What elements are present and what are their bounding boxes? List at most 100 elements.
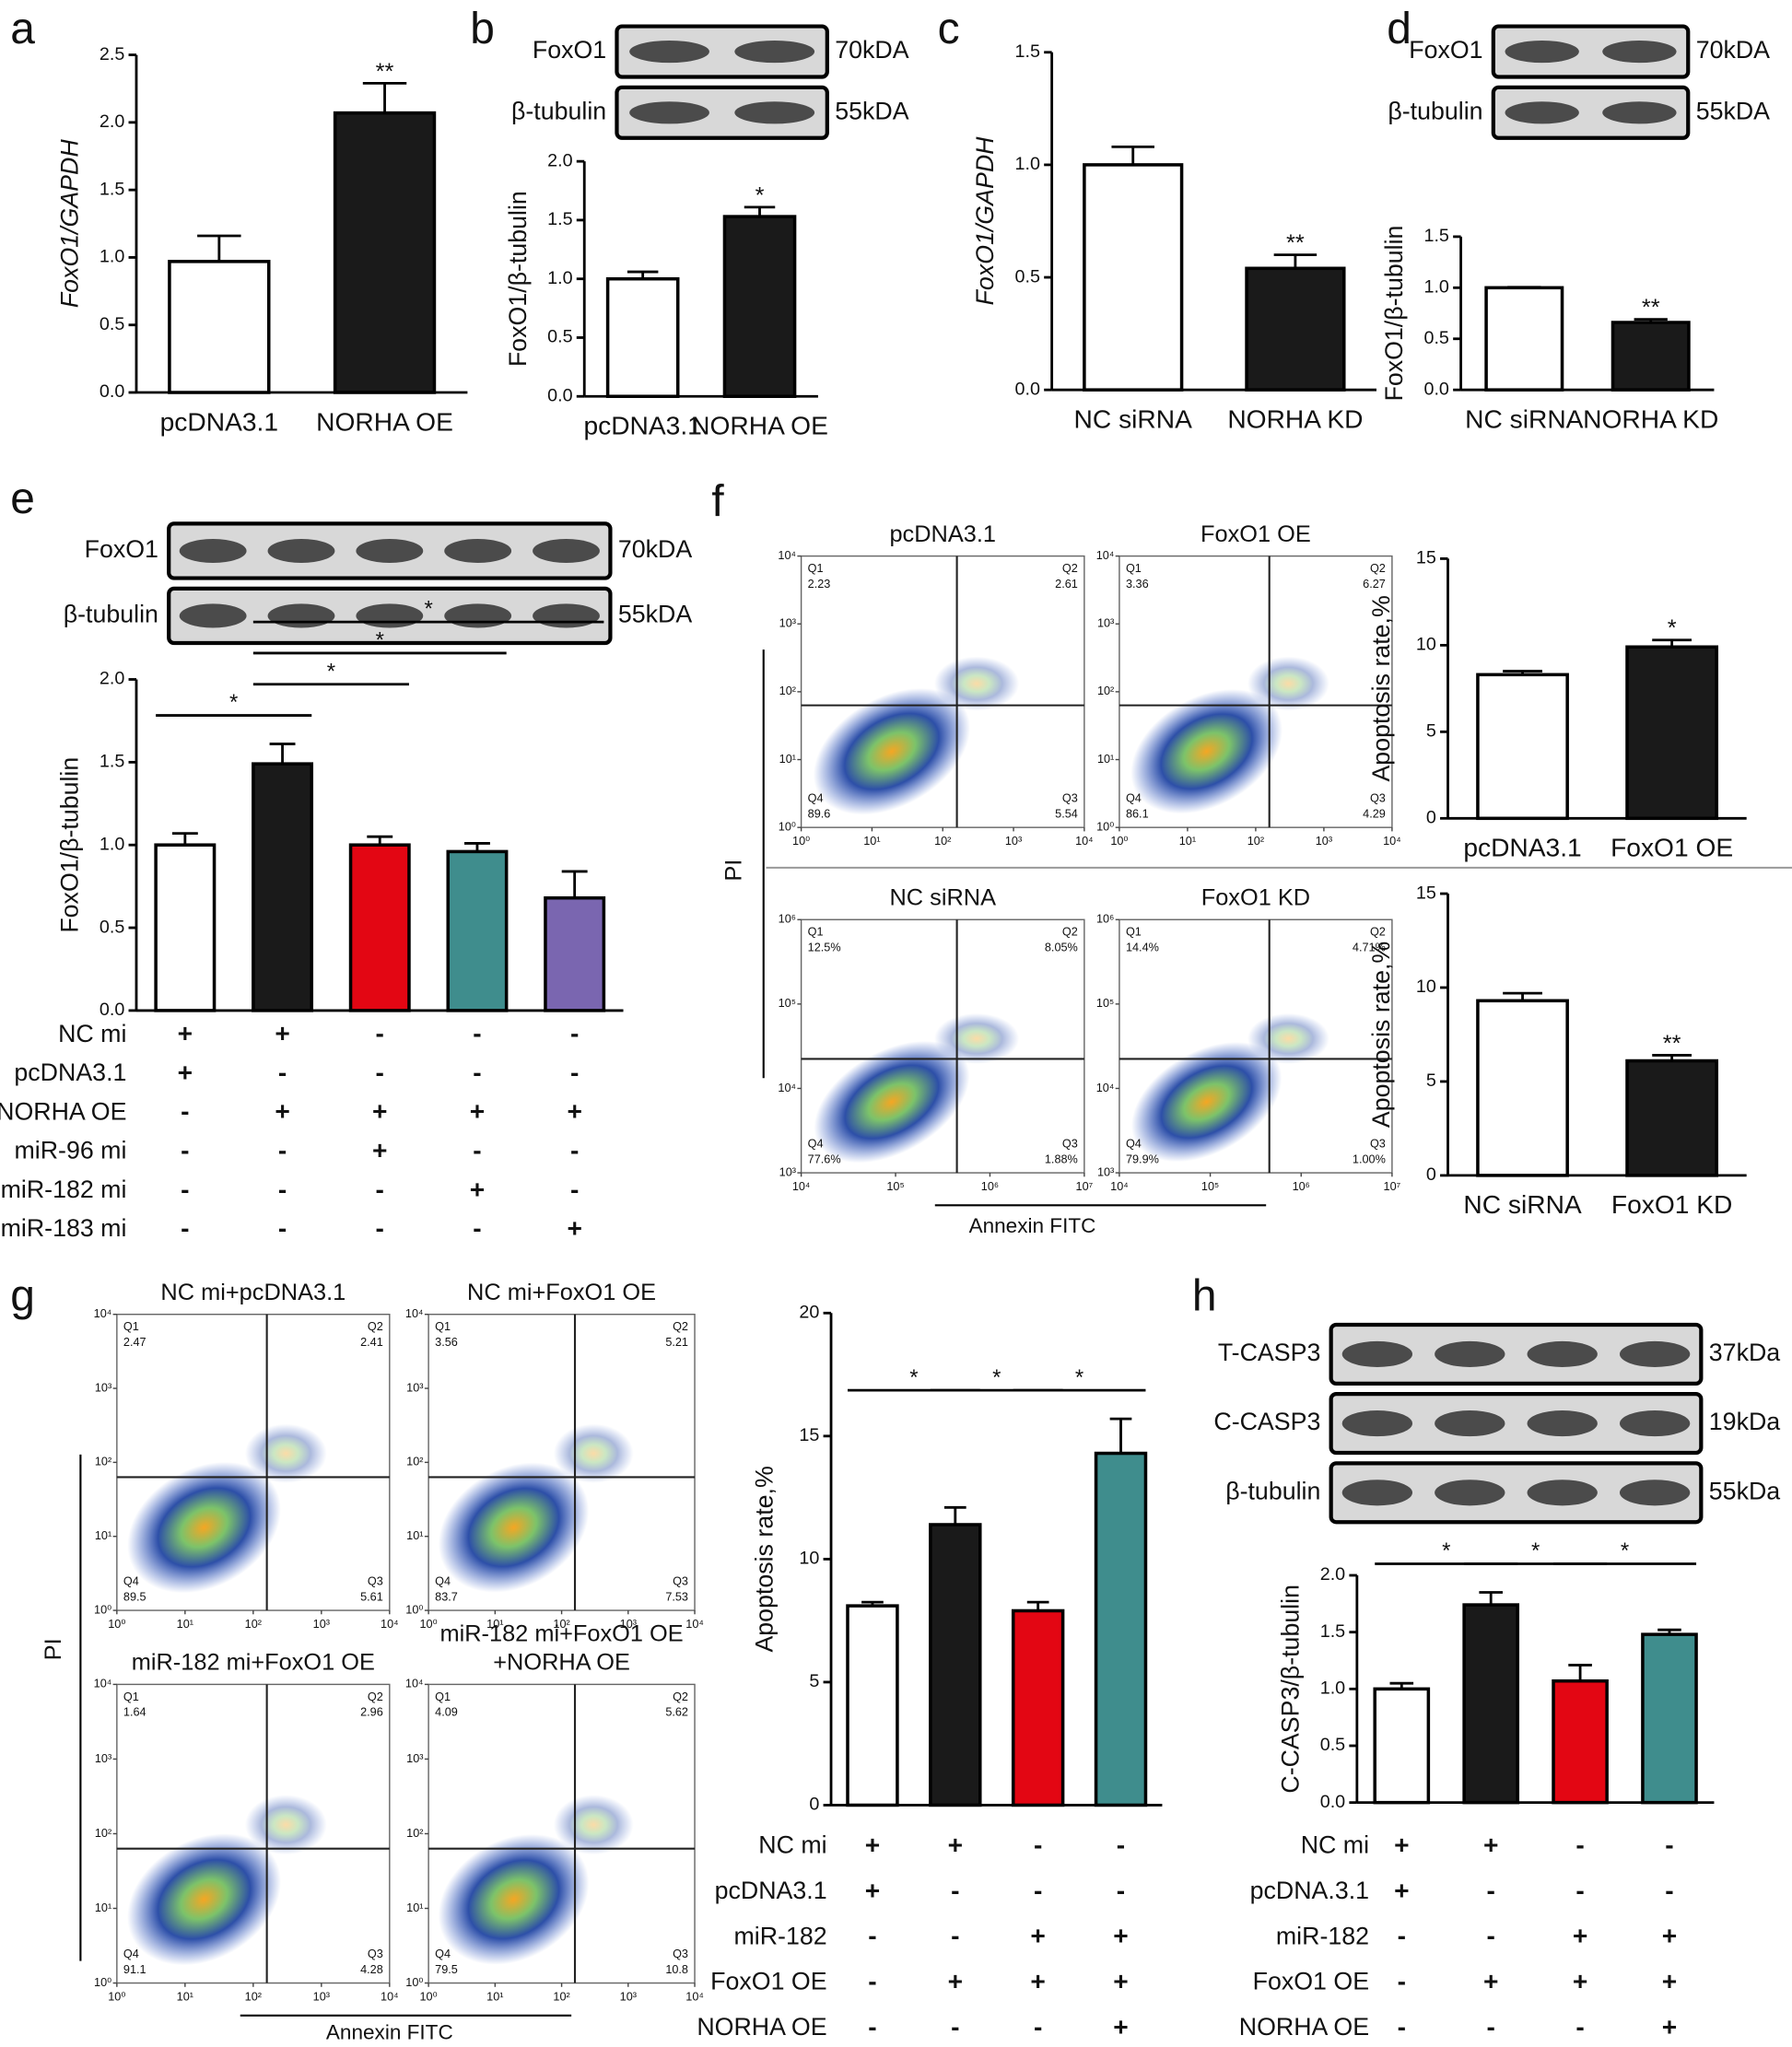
condition-mark: + xyxy=(372,1096,387,1126)
quadrant-value: 3.56 xyxy=(435,1336,458,1349)
condition-mark: - xyxy=(1486,2011,1494,2041)
panel-letter: f xyxy=(711,477,724,526)
blot-label: T-CASP3 xyxy=(1218,1339,1321,1366)
blot-band xyxy=(533,538,600,563)
bracket-label: * xyxy=(1531,1538,1540,1563)
blot-frame xyxy=(1491,85,1691,140)
x-tick-label: 10⁶ xyxy=(1293,1180,1310,1193)
condition-label: NORHA OE xyxy=(697,2013,826,2041)
condition-mark: - xyxy=(951,1875,959,1904)
blot-band xyxy=(1341,1410,1413,1437)
x-tick-label: 10⁴ xyxy=(685,1618,704,1631)
quadrant-name: Q4 xyxy=(808,792,824,805)
quadrant-name: Q1 xyxy=(1126,926,1142,939)
blot-frame xyxy=(615,24,829,79)
blot-label: FoxO1 xyxy=(533,36,606,64)
bar xyxy=(348,843,411,1012)
bar xyxy=(1484,286,1564,392)
y-tick-label: 10⁰ xyxy=(94,1976,111,1989)
bar xyxy=(1476,673,1569,821)
bar xyxy=(168,260,271,394)
bracket-label: * xyxy=(424,597,432,622)
quadrant-name: Q3 xyxy=(1370,1137,1386,1150)
condition-mark: + xyxy=(1030,1966,1045,1995)
cell-cloud xyxy=(553,1795,634,1855)
blot-frame xyxy=(1329,1461,1704,1525)
condition-label: pcDNA3.1 xyxy=(715,1877,827,1904)
condition-mark: + xyxy=(1662,1921,1677,1950)
plot-title: pcDNA3.1 xyxy=(889,521,996,547)
y-axis-label: Apoptosis rate,% xyxy=(751,1466,779,1652)
y-tick-label: 15 xyxy=(1416,548,1436,568)
condition-label: NC mi xyxy=(758,1831,826,1859)
condition-mark: + xyxy=(948,1830,963,1859)
condition-mark: - xyxy=(278,1135,287,1164)
quadrant-name: Q1 xyxy=(435,1320,451,1333)
blot-size: 55kDA xyxy=(1696,97,1770,124)
bracket-label: * xyxy=(992,1365,1001,1390)
quadrant-name: Q4 xyxy=(123,1574,139,1587)
y-tick-label: 10⁵ xyxy=(779,997,796,1010)
quadrant-name: Q2 xyxy=(1370,926,1386,939)
y-tick-label: 10⁰ xyxy=(405,1976,423,1989)
significance: ** xyxy=(1663,1031,1681,1057)
blot-band xyxy=(629,40,709,64)
blot-band xyxy=(267,603,335,628)
y-tick-label: 10¹ xyxy=(95,1529,111,1542)
cell-cloud xyxy=(244,1423,327,1483)
x-tick-label: 10⁰ xyxy=(108,1618,125,1631)
x-tick-label: 10⁰ xyxy=(792,835,810,848)
y-tick-label: 10⁴ xyxy=(1096,549,1115,562)
x-tick-label: 10⁰ xyxy=(420,1618,438,1631)
plot-title: FoxO1 KD xyxy=(1201,884,1310,910)
blot-band xyxy=(1619,1410,1691,1437)
x-tick-label: NC siRNA xyxy=(1463,1189,1582,1219)
y-tick-label: 10¹ xyxy=(406,1529,423,1542)
condition-mark: - xyxy=(951,1921,959,1950)
condition-label: miR-182 xyxy=(1276,1922,1369,1949)
condition-mark: + xyxy=(470,1096,485,1126)
y-tick-label: 10² xyxy=(779,684,796,697)
blot-frame xyxy=(1329,1322,1704,1386)
bar xyxy=(846,1604,899,1807)
y-tick-label: 20 xyxy=(799,1303,819,1323)
condition-mark: - xyxy=(376,1174,384,1203)
y-tick-label: 15 xyxy=(1416,883,1436,903)
cell-cloud xyxy=(553,1423,634,1483)
y-tick-label: 0.0 xyxy=(1015,379,1040,399)
quadrant-name: Q4 xyxy=(1126,792,1142,805)
y-tick-label: 10¹ xyxy=(95,1901,111,1914)
condition-label: miR-183 mi xyxy=(1,1214,127,1242)
condition-mark: - xyxy=(181,1213,189,1243)
blot-frame xyxy=(615,85,829,140)
quadrant-name: Q4 xyxy=(435,1574,451,1587)
panel-letter: e xyxy=(10,474,35,523)
bar xyxy=(1625,1059,1719,1177)
condition-mark: + xyxy=(1394,1875,1409,1904)
cell-cloud xyxy=(127,1461,281,1594)
bracket-label: * xyxy=(1075,1365,1083,1390)
blot-band xyxy=(1341,1480,1413,1506)
x-tick-label: 10⁰ xyxy=(420,1990,438,2003)
x-tick-label: 10¹ xyxy=(486,1990,503,2003)
x-tick-label: 10² xyxy=(245,1618,262,1631)
bar xyxy=(446,849,509,1012)
y-tick-label: 1.0 xyxy=(100,834,124,854)
condition-label: pcDNA.3.1 xyxy=(1250,1877,1369,1904)
y-tick-label: 10² xyxy=(1097,684,1114,697)
bar xyxy=(154,843,217,1012)
y-tick-label: 10⁴ xyxy=(778,549,796,562)
bar xyxy=(333,111,437,394)
panel-letter: d xyxy=(1387,5,1411,53)
condition-mark: - xyxy=(951,2011,959,2041)
condition-mark: - xyxy=(1034,2011,1042,2041)
y-tick-label: 10¹ xyxy=(406,1901,423,1914)
condition-mark: - xyxy=(570,1057,579,1086)
y-axis-label: FoxO1/β-tubulin xyxy=(504,191,532,367)
quadrant-value: 10.8 xyxy=(665,1963,688,1976)
bar xyxy=(1245,266,1346,392)
y-axis-label: C-CASP3/β-tubulin xyxy=(1276,1585,1304,1794)
x-tick-label: 10⁴ xyxy=(792,1180,811,1193)
y-tick-label: 10³ xyxy=(95,1381,111,1394)
